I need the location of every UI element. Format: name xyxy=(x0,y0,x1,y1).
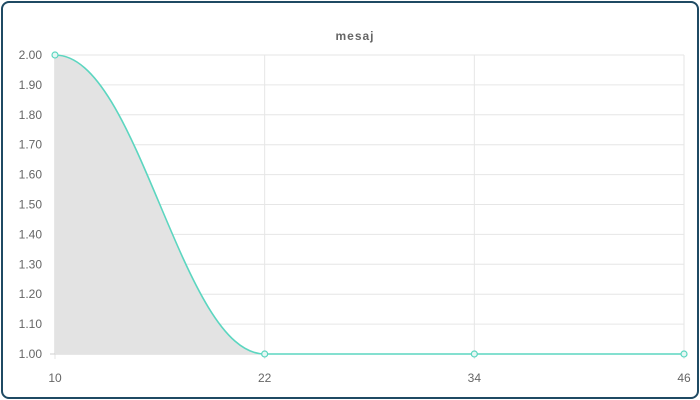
series-line xyxy=(54,54,684,355)
x-axis-ticks: 10 22 34 46 xyxy=(48,371,691,385)
data-point[interactable] xyxy=(470,350,478,358)
line-layer xyxy=(54,54,684,355)
data-point[interactable] xyxy=(51,51,59,59)
point-layer xyxy=(51,51,688,358)
y-tick-label: 1.50 xyxy=(19,198,43,212)
y-tick-label: 2.00 xyxy=(19,48,43,62)
y-tick-label: 1.60 xyxy=(19,168,43,182)
y-tick-label: 1.90 xyxy=(19,78,43,92)
data-point[interactable] xyxy=(680,350,688,358)
y-tick-label: 1.30 xyxy=(19,257,43,271)
y-tick-label: 1.80 xyxy=(19,108,43,122)
x-tick-label: 46 xyxy=(677,371,691,385)
data-point[interactable] xyxy=(261,350,269,358)
y-tick-label: 1.10 xyxy=(19,317,43,331)
chart-title: mesaj xyxy=(335,29,374,43)
y-tick-label: 1.70 xyxy=(19,138,43,152)
y-tick-label: 1.00 xyxy=(19,347,43,361)
series-area xyxy=(55,55,684,354)
y-tick-label: 1.40 xyxy=(19,227,43,241)
area-layer xyxy=(55,55,684,354)
x-tick-label: 34 xyxy=(468,371,482,385)
x-tick-label: 10 xyxy=(48,371,62,385)
x-tick-label: 22 xyxy=(258,371,272,385)
y-tick-label: 1.20 xyxy=(19,287,43,301)
y-axis-ticks: 2.00 1.90 1.80 1.70 1.60 1.50 1.40 1.30 1.20 1.10… xyxy=(19,48,43,361)
